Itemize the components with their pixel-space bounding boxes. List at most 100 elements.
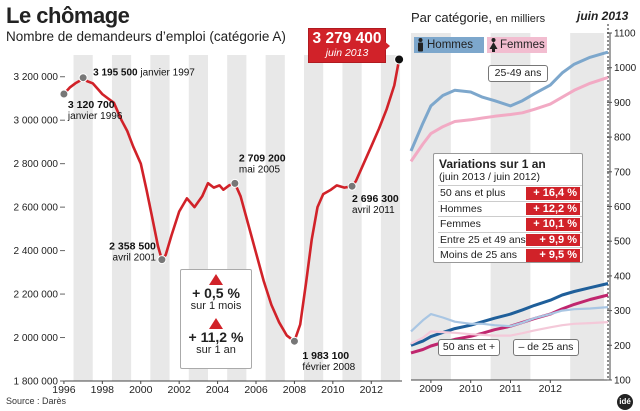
- annotation-marker: [78, 73, 88, 83]
- latest-value: 3 279 400: [312, 30, 382, 47]
- annotation-value: 2 696 300: [352, 193, 399, 205]
- year-band: [150, 55, 170, 381]
- x-tick-label: 2008: [283, 384, 307, 396]
- legend-femmes-label: Femmes: [500, 39, 545, 51]
- y-tick-label: 800: [614, 133, 631, 144]
- annotation-date: janvier 1997: [139, 68, 195, 79]
- y-tick-label: 2 000 000: [14, 333, 59, 344]
- year-band: [380, 55, 401, 381]
- variation-value: + 12,2 %: [526, 202, 580, 215]
- x-tick-label: 2006: [244, 384, 268, 396]
- variations-subtitle: (juin 2013 / juin 2012): [439, 171, 540, 183]
- category-series-line: [409, 50, 609, 152]
- man-icon: [418, 38, 423, 52]
- y-tick-label: 500: [614, 237, 631, 248]
- variation-label: Moins de 25 ans: [440, 249, 518, 261]
- annotation-value: 2 709 200: [239, 152, 286, 164]
- variation-row: Entre 25 et 49 ans + 9,9 %: [438, 231, 582, 248]
- source-note: Source : Darès: [6, 396, 67, 406]
- brand-logo: idé: [617, 394, 633, 410]
- variations-box: Variations sur 1 an (juin 2013 / juin 20…: [433, 153, 583, 263]
- category-date: juin 2013: [577, 9, 629, 23]
- annotation-value: 3 120 700: [68, 99, 115, 111]
- main-series: [62, 59, 401, 343]
- variation-row: 50 ans et plus + 16,4 %: [438, 185, 582, 201]
- category-series-line: [410, 282, 609, 347]
- annotation-date: avril 2011: [352, 205, 395, 216]
- y-tick-label: 200: [614, 341, 631, 352]
- annotation-date: avril 2001: [113, 253, 157, 264]
- main-axis: 1 800 000 2 000 000 2 200 000 2 400 000 2 60…: [14, 72, 402, 396]
- legend-hommes-label: Hommes: [427, 39, 474, 51]
- latest-marker: [394, 54, 405, 65]
- annotation-date: mai 2005: [239, 164, 281, 175]
- up-arrow-icon: [209, 318, 223, 329]
- y-tick-label: 1100: [614, 29, 636, 40]
- x-tick-label: 2012: [360, 384, 384, 396]
- annotation-marker: [230, 178, 240, 188]
- label-25-49: 25-49 ans: [488, 65, 548, 82]
- y-tick-label: 400: [614, 271, 631, 282]
- latest-value-box: 3 279 400 juin 2013: [308, 28, 386, 63]
- y-tick-label: 700: [614, 167, 631, 178]
- category-title: Par catégorie, en milliers: [411, 10, 545, 25]
- annotation-value: 1 983 100: [302, 350, 349, 362]
- category-series-line: [410, 293, 609, 355]
- year-band: [304, 55, 324, 381]
- y-tick-label: 900: [614, 98, 631, 109]
- change-box: + 0,5 % sur 1 mois + 11,2 % sur 1 an: [180, 269, 252, 369]
- x-tick-label: 1996: [52, 384, 76, 396]
- y-tick-label: 1 800 000: [14, 377, 59, 388]
- variation-label: 50 ans et plus: [440, 187, 506, 199]
- y-tick-label: 1000: [614, 63, 637, 74]
- annotation-value: 2 358 500: [109, 241, 156, 253]
- variation-value: + 16,4 %: [526, 187, 580, 200]
- x-tick-label: 1998: [91, 384, 115, 396]
- page-title: Le chômage: [6, 3, 130, 28]
- x-tick-label: 2010: [459, 383, 483, 395]
- category-axis: 100 200 300 400 500 600 700 800 900 1000 1100 2009 2…: [411, 24, 637, 395]
- change-year-label: sur 1 an: [196, 344, 236, 356]
- variation-value: + 9,9 %: [526, 233, 580, 246]
- x-tick-label: 2010: [321, 384, 345, 396]
- annotation-marker: [157, 255, 167, 265]
- annotation-marker: [289, 336, 299, 346]
- woman-icon: [489, 38, 498, 52]
- change-year-value: + 11,2 %: [188, 329, 244, 345]
- variation-row: Hommes + 12,2 %: [438, 200, 582, 217]
- x-tick-label: 2000: [129, 384, 153, 396]
- y-tick-label: 2 600 000: [14, 203, 59, 214]
- annotation-date: février 2008: [302, 362, 355, 373]
- category-title-main: Par catégorie,: [411, 10, 492, 25]
- y-tick-label: 100: [614, 376, 631, 387]
- y-tick-label: 3 200 000: [14, 72, 59, 83]
- latest-value-pointer: [383, 40, 390, 52]
- x-tick-label: 2004: [206, 384, 230, 396]
- y-tick-label: 600: [614, 202, 631, 213]
- year-band: [111, 55, 132, 381]
- annotation-marker: [59, 89, 69, 99]
- category-series-line: [409, 75, 609, 163]
- y-tick-label: 3 000 000: [14, 116, 59, 127]
- variation-label: Entre 25 et 49 ans: [440, 233, 526, 246]
- legend-femmes: Femmes: [487, 37, 547, 53]
- year-band: [342, 55, 362, 381]
- annotation-value: 3 195 500: [93, 68, 140, 79]
- variation-row: Femmes + 10,1 %: [438, 216, 582, 232]
- annotation-marker: [347, 181, 357, 191]
- main-year-bands: [73, 55, 401, 381]
- year-band: [265, 55, 285, 381]
- latest-date: juin 2013: [325, 47, 369, 59]
- category-series-line: [410, 306, 609, 333]
- category-series: [409, 50, 609, 355]
- variations-title: Variations sur 1 an: [439, 157, 546, 171]
- variation-label: Hommes: [440, 202, 483, 215]
- annotation-date: janvier 1996: [67, 111, 123, 122]
- variation-value: + 9,5 %: [526, 249, 580, 262]
- variation-label: Femmes: [440, 218, 481, 230]
- label-50-plus: 50 ans et +: [438, 339, 500, 356]
- label-under-25: – de 25 ans: [513, 339, 579, 356]
- annotation-label: 3 195 500 janvier 1997: [93, 68, 195, 79]
- y-tick-label: 2 200 000: [14, 290, 59, 301]
